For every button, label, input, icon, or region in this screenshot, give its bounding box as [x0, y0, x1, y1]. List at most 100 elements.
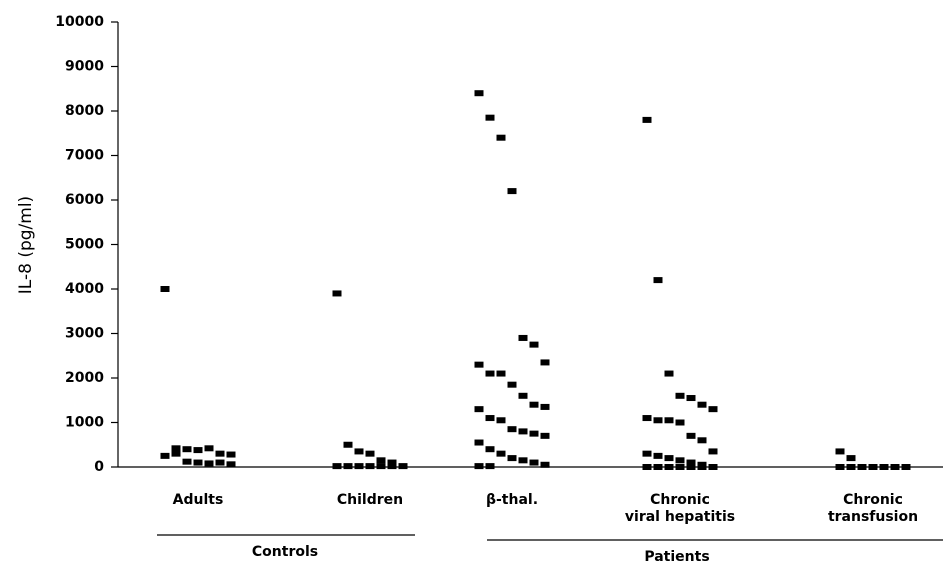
- point: [518, 334, 528, 341]
- point: [708, 406, 718, 413]
- point: [496, 450, 506, 457]
- point: [708, 464, 718, 470]
- x-tick-label: β-thal.: [486, 492, 538, 508]
- point: [697, 401, 707, 408]
- point: [474, 463, 484, 470]
- point: [675, 392, 685, 399]
- point: [529, 459, 539, 466]
- group-label: Controls: [252, 544, 318, 560]
- point: [387, 463, 397, 470]
- point: [376, 457, 386, 464]
- x-tick-label: Children: [337, 492, 403, 508]
- y-tick-label: 6000: [65, 192, 104, 208]
- y-tick-label: 9000: [65, 59, 104, 75]
- y-tick-label: 10000: [55, 14, 104, 30]
- point: [496, 417, 506, 424]
- point: [901, 464, 911, 470]
- point: [642, 415, 652, 422]
- point: [664, 464, 674, 470]
- point: [215, 459, 225, 466]
- point: [675, 419, 685, 426]
- point: [686, 464, 696, 470]
- point: [879, 464, 889, 470]
- point: [215, 450, 225, 457]
- point: [496, 134, 506, 141]
- point: [171, 450, 181, 457]
- point: [343, 463, 353, 470]
- y-tick-label: 1000: [65, 415, 104, 431]
- point: [226, 461, 236, 468]
- point: [160, 286, 170, 292]
- point: [485, 415, 495, 422]
- point: [675, 457, 685, 464]
- point: [540, 403, 550, 410]
- point: [182, 446, 192, 453]
- point: [529, 341, 539, 348]
- point: [664, 370, 674, 377]
- point: [529, 430, 539, 437]
- point: [653, 277, 663, 284]
- point: [835, 464, 845, 470]
- point: [540, 432, 550, 439]
- point: [387, 459, 397, 466]
- point: [664, 455, 674, 462]
- y-axis-label: IL-8 (pg/ml): [16, 196, 36, 294]
- point: [365, 463, 375, 470]
- point: [642, 450, 652, 457]
- x-tick-label: viral hepatitis: [625, 509, 735, 525]
- point: [642, 464, 652, 470]
- point: [204, 460, 214, 467]
- point: [529, 401, 539, 408]
- point: [675, 464, 685, 470]
- point: [354, 463, 364, 470]
- point: [697, 437, 707, 444]
- point: [540, 461, 550, 468]
- point: [182, 458, 192, 465]
- point: [332, 463, 342, 470]
- point: [507, 455, 517, 462]
- point: [507, 381, 517, 388]
- point: [518, 457, 528, 464]
- y-tick-label: 4000: [65, 281, 104, 297]
- point: [653, 417, 663, 424]
- point: [365, 450, 375, 457]
- x-tick-label: Adults: [173, 492, 224, 508]
- point: [485, 114, 495, 121]
- point: [686, 395, 696, 402]
- point: [376, 463, 386, 470]
- point: [507, 188, 517, 195]
- y-tick-label: 3000: [65, 326, 104, 342]
- y-tick-label: 8000: [65, 103, 104, 119]
- y-tick-label: 5000: [65, 237, 104, 253]
- y-tick-label: 0: [94, 459, 104, 475]
- point: [653, 452, 663, 459]
- point: [686, 432, 696, 439]
- point: [354, 448, 364, 455]
- point: [518, 428, 528, 435]
- point: [343, 441, 353, 448]
- y-tick-label: 2000: [65, 370, 104, 386]
- point: [507, 426, 517, 433]
- point: [857, 464, 867, 470]
- point: [653, 464, 663, 470]
- point: [708, 448, 718, 455]
- point: [890, 464, 900, 470]
- point: [686, 459, 696, 466]
- point: [835, 448, 845, 455]
- point: [496, 370, 506, 377]
- point: [485, 446, 495, 453]
- point: [332, 290, 342, 297]
- point: [171, 445, 181, 452]
- point: [204, 445, 214, 452]
- point: [485, 463, 495, 470]
- point: [642, 116, 652, 123]
- point: [485, 370, 495, 377]
- group-label: Patients: [644, 549, 709, 565]
- point: [474, 90, 484, 97]
- point: [474, 439, 484, 446]
- point: [846, 455, 856, 462]
- point: [226, 451, 236, 458]
- point: [518, 392, 528, 399]
- x-tick-label: Chronic: [843, 492, 903, 508]
